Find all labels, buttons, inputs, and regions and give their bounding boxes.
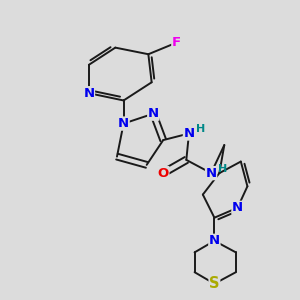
Text: H: H	[196, 124, 205, 134]
Text: N: N	[209, 234, 220, 247]
Text: H: H	[218, 164, 227, 174]
Text: F: F	[172, 36, 181, 49]
Text: N: N	[83, 87, 94, 100]
Text: S: S	[209, 276, 220, 291]
Text: N: N	[118, 117, 129, 130]
Text: N: N	[206, 167, 217, 180]
Text: N: N	[148, 107, 159, 120]
Text: N: N	[232, 201, 243, 214]
Text: O: O	[158, 167, 169, 180]
Text: N: N	[183, 127, 194, 140]
